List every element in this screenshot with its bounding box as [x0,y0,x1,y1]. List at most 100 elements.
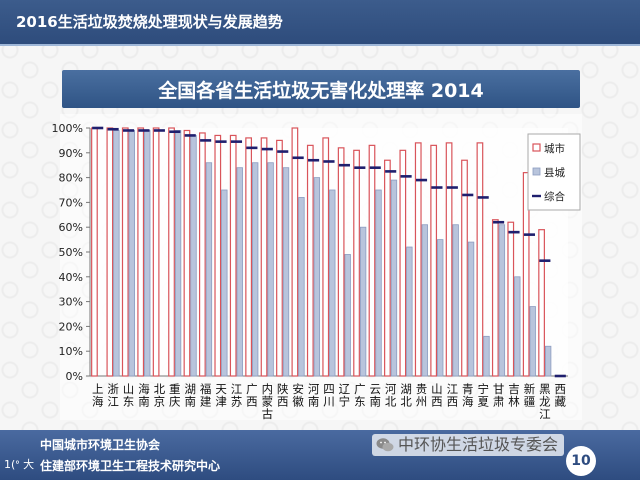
x-tick-label: 夏 [477,395,489,409]
x-tick-label: 贵 [416,382,428,396]
legend-label-overall: 综合 [544,190,565,203]
bar-county [375,189,382,377]
footer-corner-text: 1(ᐤ 大 [4,458,35,471]
bar-city [337,147,345,377]
bar-county [359,226,367,377]
x-tick-label: 江 [539,407,551,421]
x-tick-label: 东 [123,395,135,409]
y-tick-label: 30% [59,296,83,309]
x-tick-label: 浙 [107,382,119,396]
bar-county [113,130,120,377]
x-tick-label: 广 [246,382,258,396]
watermark-text: 中环协生活垃圾专委会 [398,435,559,454]
bar-city [214,134,222,377]
bar-city [522,172,530,377]
x-tick-label: 广 [354,382,366,396]
x-tick-label: 吉 [508,382,520,396]
y-tick-label: 80% [59,172,83,185]
x-tick-label: 西 [431,395,443,409]
x-tick-label: 重 [169,382,181,396]
bar-county [282,167,290,377]
bar-city [399,149,407,377]
x-tick-label: 西 [555,382,567,396]
y-tick-label: 50% [59,246,83,259]
bar-city [276,139,283,377]
bar-county [190,135,197,377]
bar-county [514,276,521,377]
x-tick-label: 宁 [477,382,489,396]
x-tick-label: 江 [107,395,119,409]
bar-city [353,149,360,377]
bar-city [306,144,314,377]
x-tick-label: 藏 [555,395,567,409]
x-tick-label: 河 [385,382,397,396]
bar-county [313,177,321,377]
x-tick-label: 龙 [539,395,551,409]
bar-county [529,306,536,377]
y-tick-label: 10% [59,345,83,358]
x-tick-label: 川 [323,395,335,409]
x-tick-label: 甘 [493,382,505,396]
x-tick-label: 林 [508,395,520,409]
bar-city [538,229,545,377]
bar-county [544,345,552,377]
x-tick-label: 津 [215,395,227,409]
x-tick-label: 蒙 [262,395,274,409]
x-tick-label: 京 [154,395,166,409]
x-tick-label: 新 [524,382,536,396]
bar-city [430,144,438,377]
legend-swatch-county [532,167,541,176]
x-tick-label: 上 [92,382,104,396]
legend-swatch-city [532,143,541,152]
x-tick-label: 江 [447,382,459,396]
x-tick-label: 南 [308,395,320,409]
x-tick-label: 四 [323,382,335,396]
bar-county [252,162,259,377]
x-tick-label: 陕 [277,382,289,396]
x-tick-label: 云 [370,382,382,396]
watermark: 中环协生活垃圾专委会 [372,434,565,456]
bar-county [329,189,336,377]
bar-city [445,142,453,377]
bar-city [137,127,145,377]
bar-county [452,224,459,377]
x-tick-label: 州 [416,395,428,409]
bar-city [461,159,468,377]
x-tick-label: 安 [292,382,304,396]
bar-county [437,239,444,377]
x-tick-label: 西 [277,395,289,409]
bar-city [491,219,499,377]
x-tick-label: 海 [92,395,104,409]
legend-label-county: 县城 [544,167,565,179]
chart-title: 全国各省生活垃圾无害化处理率 2014 [158,80,484,102]
bar-city [384,159,391,377]
x-tick-label: 南 [138,395,150,409]
legend-label-city: 城市 [544,142,565,155]
bar-city [260,137,268,377]
bar-city [507,221,515,377]
bar-city [245,137,253,377]
bar-city [414,142,422,377]
bar-city [368,144,376,377]
page-title: 2016生活垃圾焚烧处理现状与发展趋势 [16,13,283,31]
page-number: 10 [566,446,596,476]
x-tick-label: 徽 [292,395,304,409]
bar-county [390,179,398,377]
bar-city [121,127,129,377]
x-tick-label: 湖 [184,382,196,396]
x-tick-label: 南 [370,395,382,409]
x-tick-label: 苏 [231,395,243,409]
x-tick-label: 海 [462,395,474,409]
x-tick-label: 疆 [524,395,536,409]
bar-county [406,246,413,377]
bar-county [128,130,135,377]
bar-city [106,127,114,377]
x-tick-label: 庆 [169,395,181,409]
bar-county [144,130,151,377]
bar-city [91,127,98,377]
x-tick-label: 福 [200,382,212,396]
bar-county [221,189,228,377]
header-bar: 2016生活垃圾焚烧处理现状与发展趋势 [0,0,640,46]
bar-city [291,127,299,377]
